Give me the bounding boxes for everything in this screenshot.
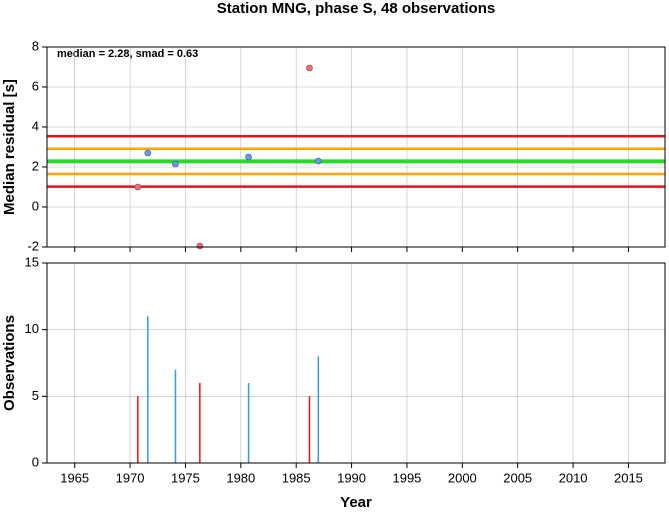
x-tick-label: 1965: [60, 470, 89, 485]
chart-title: Station MNG, phase S, 48 observations: [217, 0, 495, 17]
y-tick-label: 4: [32, 118, 39, 133]
y-tick-label: 6: [32, 78, 39, 93]
x-tick-label: 2015: [614, 470, 643, 485]
x-tick-label: 2010: [559, 470, 588, 485]
x-tick-label: 1970: [116, 470, 145, 485]
point: [306, 64, 313, 72]
y-axis-label: Observations: [1, 315, 18, 411]
y-tick-label: -2: [27, 238, 39, 253]
point: [144, 149, 152, 157]
plot-frame: [46, 262, 666, 464]
x-tick-label: 1990: [337, 470, 366, 485]
y-tick-label: 8: [32, 38, 39, 53]
y-tick-label: 10: [25, 321, 39, 336]
y-tick-label: 5: [32, 388, 39, 403]
x-tick-label: 1980: [226, 470, 255, 485]
y-axis-label: Median residual [s]: [1, 79, 18, 215]
plot-frame: [46, 46, 666, 248]
x-tick-label: 1985: [282, 470, 311, 485]
y-tick-label: 2: [32, 158, 39, 173]
annotation: median = 2.28, smad = 0.63: [57, 48, 198, 60]
x-tick-label: 1995: [392, 470, 421, 485]
point: [245, 153, 252, 161]
x-tick-label: 1975: [171, 470, 200, 485]
point: [134, 183, 142, 191]
x-tick-label: 2005: [503, 470, 532, 485]
y-tick-label: 0: [32, 198, 39, 213]
point: [315, 157, 322, 165]
x-tick-label: 2000: [448, 470, 477, 485]
point: [172, 160, 179, 168]
x-axis-label: Year: [340, 494, 372, 511]
y-tick-label: 15: [25, 254, 39, 269]
point: [196, 242, 204, 250]
y-tick-label: 0: [32, 454, 39, 469]
